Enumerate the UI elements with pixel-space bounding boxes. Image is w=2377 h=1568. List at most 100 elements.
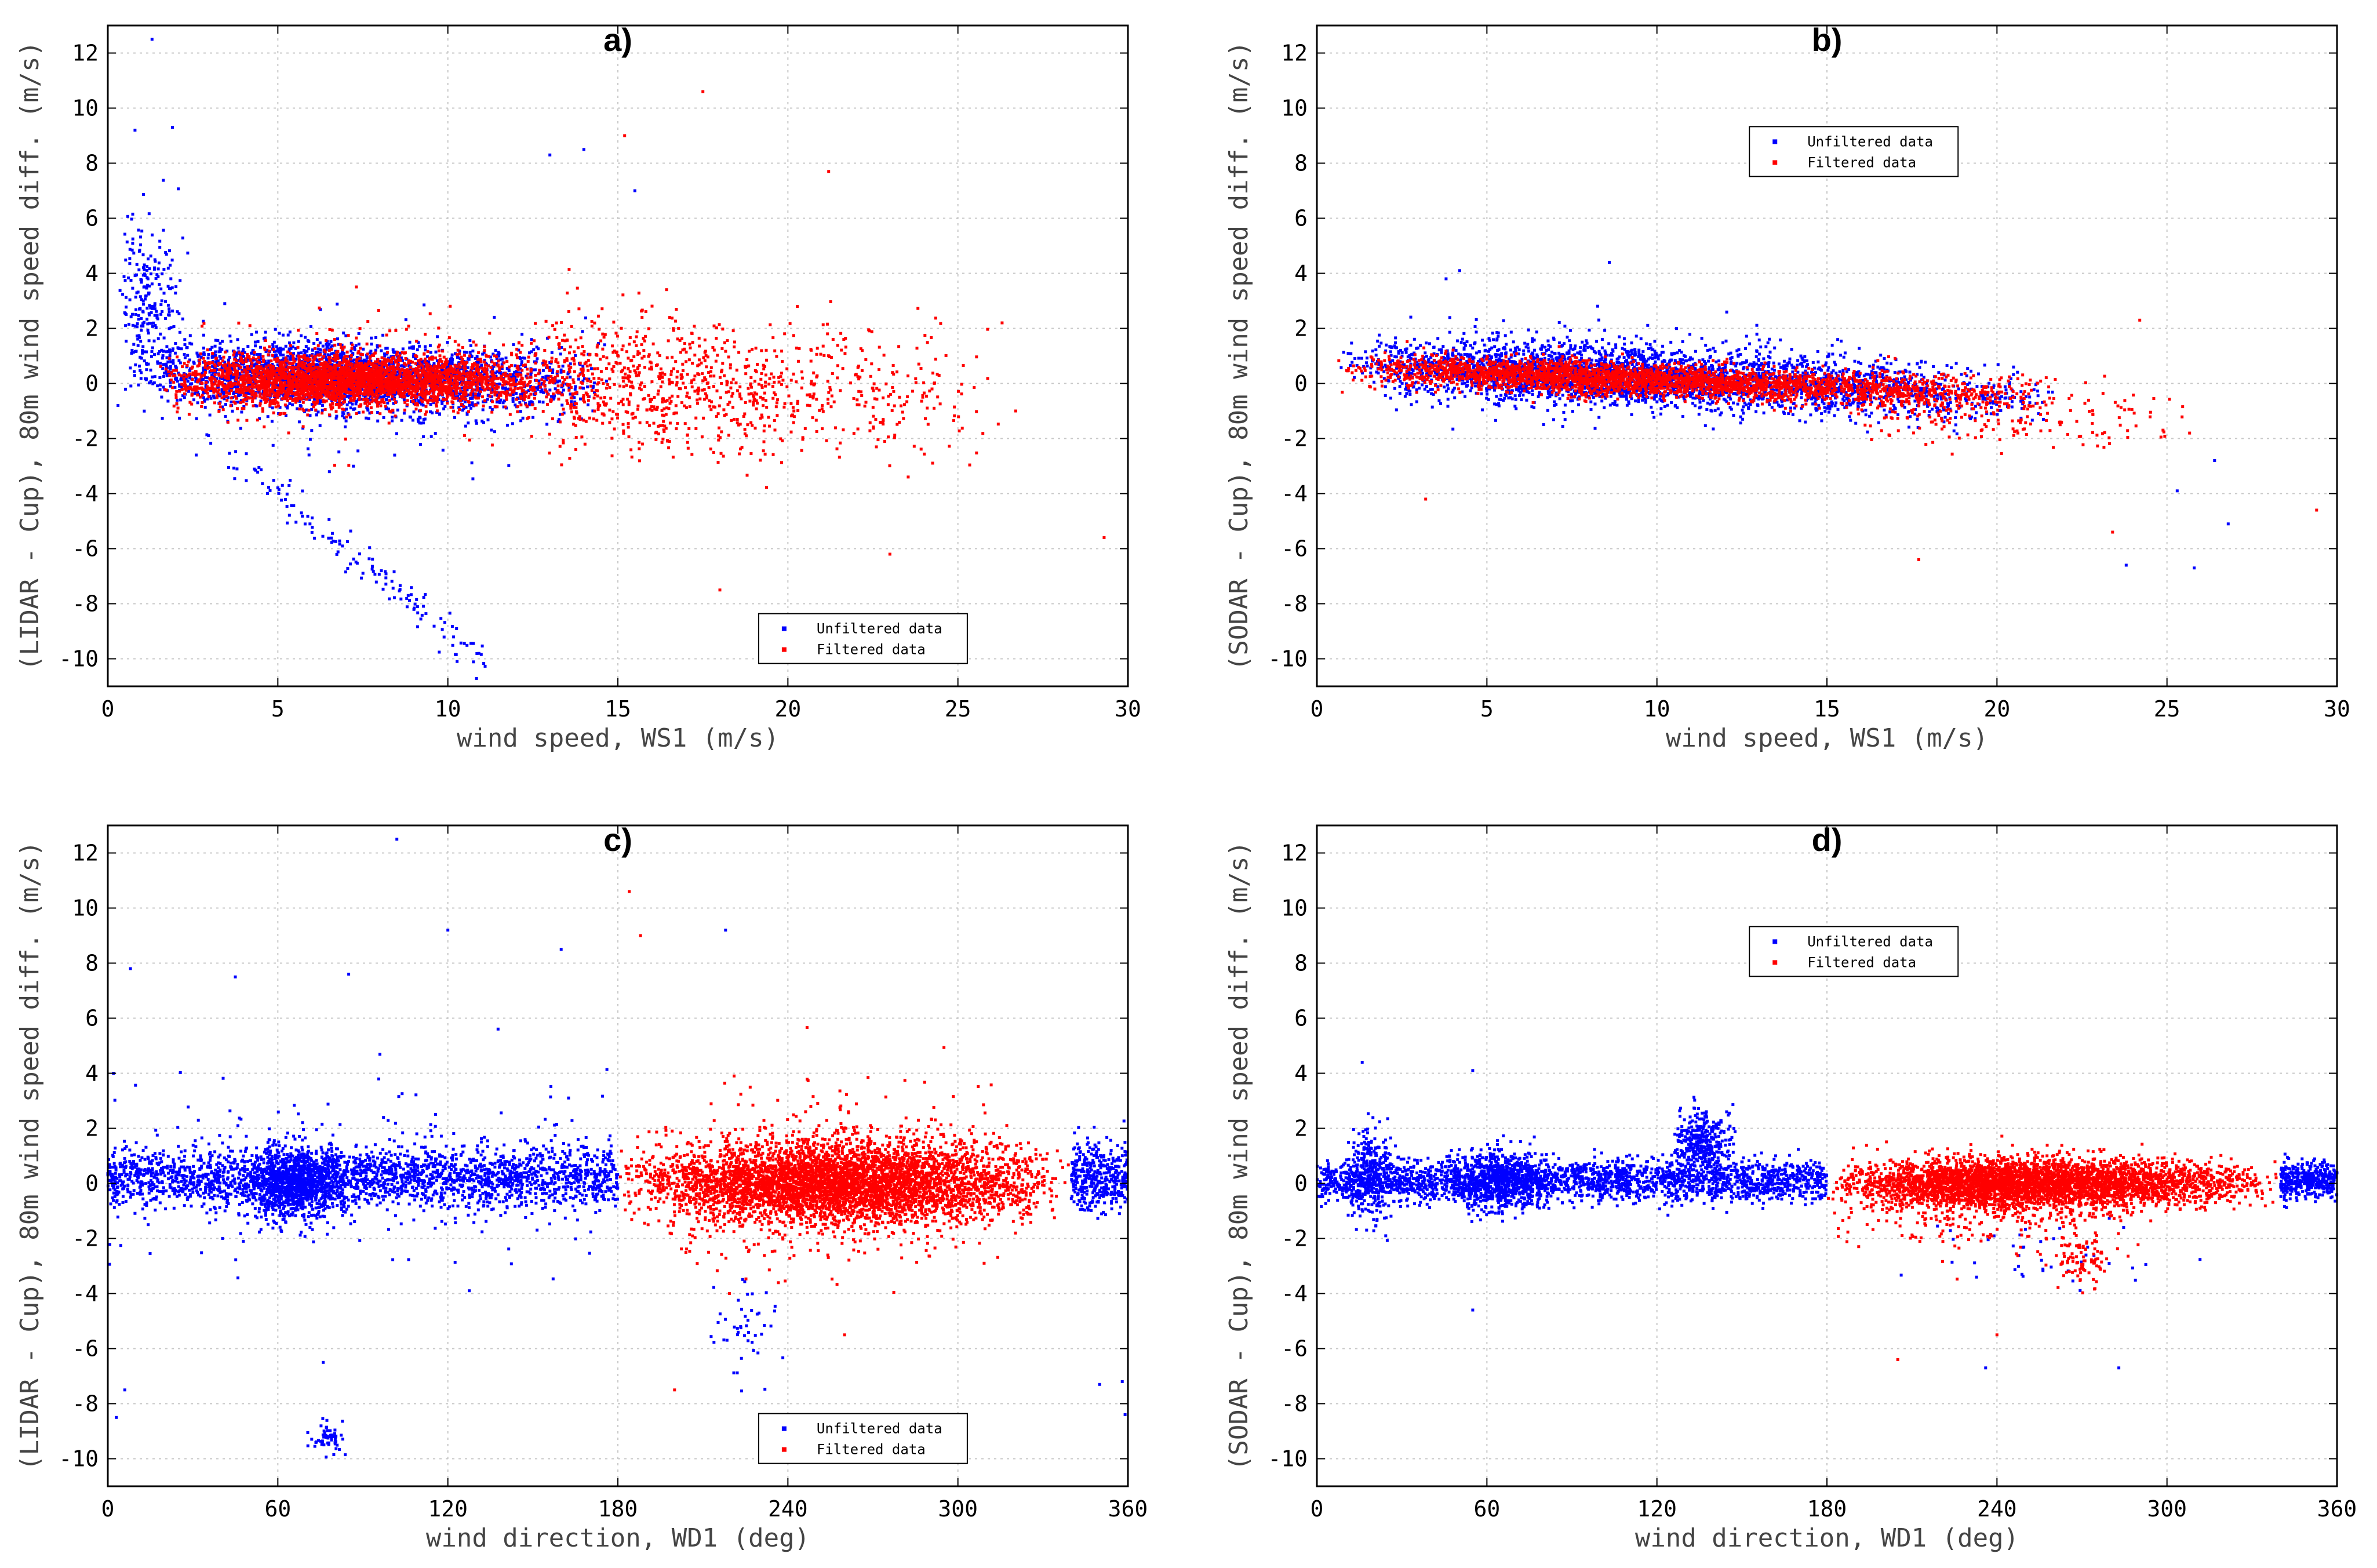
data-point xyxy=(123,232,126,236)
data-point xyxy=(282,354,285,356)
data-point xyxy=(391,416,394,419)
data-point xyxy=(420,613,424,617)
data-point xyxy=(140,356,143,360)
data-point xyxy=(308,522,312,526)
data-point xyxy=(183,338,187,341)
data-point xyxy=(169,360,173,363)
data-point xyxy=(521,356,525,359)
data-point xyxy=(396,363,400,366)
data-point xyxy=(177,359,181,362)
data-point xyxy=(217,373,221,377)
data-point xyxy=(142,303,145,306)
data-point xyxy=(150,38,154,41)
data-point xyxy=(424,612,428,616)
data-point xyxy=(518,356,521,359)
data-point xyxy=(156,352,160,355)
data-point xyxy=(390,580,394,583)
data-point xyxy=(281,483,284,487)
data-point xyxy=(500,365,504,369)
data-point xyxy=(278,352,282,355)
data-point xyxy=(286,350,289,354)
data-point xyxy=(319,348,322,352)
data-point xyxy=(172,374,175,377)
data-point xyxy=(583,377,586,380)
data-point xyxy=(236,338,239,341)
data-point xyxy=(452,409,456,413)
data-point xyxy=(283,412,287,415)
data-point xyxy=(156,275,160,278)
data-point xyxy=(149,272,152,275)
data-point xyxy=(145,307,149,310)
data-point xyxy=(123,311,126,315)
data-point xyxy=(168,348,171,352)
data-point xyxy=(519,386,522,390)
data-point xyxy=(176,410,179,414)
data-point xyxy=(328,354,331,358)
data-point xyxy=(374,580,378,584)
data-point xyxy=(354,402,358,406)
data-point xyxy=(556,420,560,423)
data-point xyxy=(343,416,346,420)
data-point xyxy=(467,358,471,361)
data-point xyxy=(130,348,134,352)
data-point xyxy=(536,388,540,391)
data-point xyxy=(154,324,157,328)
data-point xyxy=(419,421,423,425)
data-point xyxy=(442,407,446,410)
data-point xyxy=(358,356,362,360)
data-point xyxy=(552,396,556,399)
data-point xyxy=(178,384,181,388)
data-point xyxy=(286,406,289,410)
data-point xyxy=(416,611,420,614)
data-point xyxy=(316,410,320,414)
data-point xyxy=(228,452,231,455)
data-point xyxy=(172,380,176,384)
data-point xyxy=(162,336,166,340)
data-point xyxy=(328,361,332,364)
data-point xyxy=(377,573,381,576)
data-point xyxy=(188,367,192,370)
data-point xyxy=(593,391,596,394)
data-point xyxy=(133,374,136,377)
data-point xyxy=(409,368,412,371)
data-point xyxy=(137,314,140,317)
data-point xyxy=(159,287,163,290)
data-point xyxy=(321,344,325,348)
data-point xyxy=(143,268,146,271)
data-point xyxy=(514,364,517,368)
data-point xyxy=(384,576,388,580)
data-point xyxy=(515,392,518,395)
data-point xyxy=(180,376,183,380)
data-point xyxy=(334,416,338,420)
data-point xyxy=(127,322,130,326)
data-point xyxy=(489,406,492,409)
data-point xyxy=(130,248,134,252)
data-point xyxy=(235,467,239,471)
data-point xyxy=(409,593,413,596)
data-point xyxy=(519,393,522,396)
data-point xyxy=(314,408,318,412)
data-point xyxy=(432,362,436,365)
data-point xyxy=(483,664,487,668)
data-point xyxy=(249,370,252,373)
data-point xyxy=(308,398,311,401)
data-point xyxy=(212,394,215,398)
data-point xyxy=(532,348,536,351)
data-point xyxy=(381,587,385,591)
data-point xyxy=(186,380,190,383)
data-point xyxy=(278,406,282,409)
data-point xyxy=(424,405,428,408)
data-point xyxy=(166,360,170,363)
data-point xyxy=(465,351,468,354)
data-point xyxy=(405,363,407,367)
data-point xyxy=(250,361,254,365)
data-point xyxy=(325,359,329,363)
data-point xyxy=(453,416,456,419)
data-point xyxy=(429,435,433,438)
data-point xyxy=(500,357,504,361)
data-point xyxy=(441,350,445,353)
data-point xyxy=(461,409,464,412)
data-point xyxy=(466,366,469,369)
data-point xyxy=(330,541,333,544)
data-point xyxy=(253,340,257,344)
